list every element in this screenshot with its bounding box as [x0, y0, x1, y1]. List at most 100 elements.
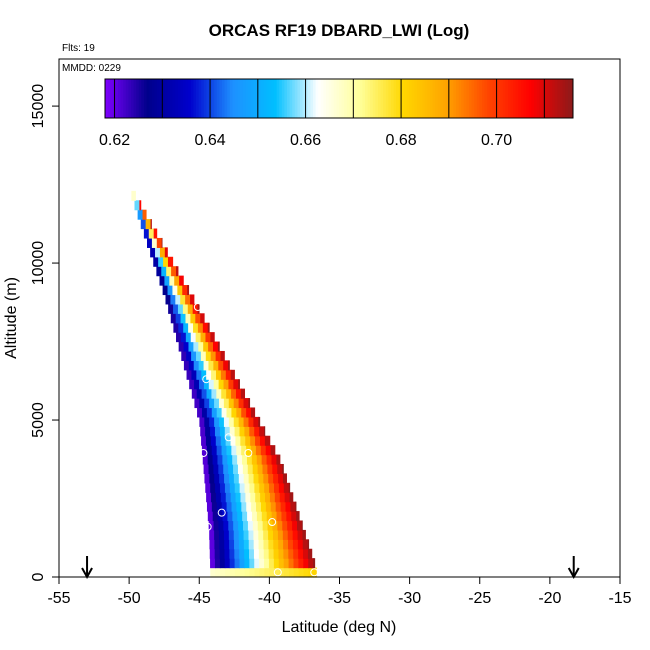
- heat-cell: [259, 426, 265, 437]
- heat-cell: [188, 360, 195, 371]
- colorbar-swatch: [274, 79, 278, 118]
- heat-cell: [209, 416, 215, 427]
- colorbar-swatch: [216, 79, 220, 118]
- colorbar-swatch: [534, 79, 538, 118]
- colorbar-swatch: [378, 79, 382, 118]
- heat-cell: [214, 473, 220, 484]
- heat-cell: [236, 407, 242, 418]
- colorbar-swatch: [323, 79, 327, 118]
- heat-cell: [248, 473, 255, 484]
- heat-cell: [295, 501, 297, 512]
- colorbar-swatch: [357, 79, 361, 118]
- heat-cell: [237, 463, 244, 474]
- heat-cell: [198, 341, 204, 352]
- heat-cell: [242, 511, 248, 522]
- heat-cell: [218, 360, 224, 371]
- colorbar-swatch: [307, 79, 311, 118]
- colorbar-swatch: [549, 79, 553, 118]
- heat-cell: [221, 501, 228, 512]
- heat-cell: [262, 463, 269, 474]
- colorbar-swatch: [120, 79, 124, 118]
- colorbar-swatch: [188, 79, 192, 118]
- heat-cell: [240, 492, 246, 503]
- heat-cell: [134, 200, 140, 211]
- colorbar-swatch: [515, 79, 519, 118]
- colorbar-swatch: [229, 79, 233, 118]
- heat-cell: [277, 463, 283, 474]
- heat-cell: [248, 416, 254, 427]
- heat-cell: [185, 294, 191, 305]
- colorbar-swatch: [469, 79, 473, 118]
- heat-cell: [218, 379, 225, 390]
- heat-cell: [200, 426, 206, 437]
- heat-cell: [216, 407, 223, 418]
- colorbar-swatch: [375, 79, 379, 118]
- heat-cell: [264, 567, 270, 578]
- colorbar-swatch: [505, 79, 509, 118]
- colorbar-swatch: [292, 79, 296, 118]
- heat-cell: [219, 416, 225, 427]
- colorbar-swatch: [141, 79, 145, 118]
- heat-cell: [162, 285, 169, 296]
- heat-cell: [258, 539, 265, 550]
- heat-cell: [187, 303, 194, 314]
- heat-cell: [228, 529, 235, 540]
- heat-cell: [205, 350, 212, 361]
- heat-cell: [181, 350, 187, 361]
- heat-cell: [263, 548, 270, 559]
- heat-cell: [155, 247, 161, 258]
- heat-cell: [210, 332, 215, 343]
- heat-cell: [178, 341, 185, 352]
- heat-cell: [264, 482, 270, 493]
- heat-cell: [235, 388, 242, 399]
- heat-cell: [256, 501, 262, 512]
- heat-cell: [211, 388, 217, 399]
- colorbar-swatch: [198, 79, 202, 118]
- heat-cell: [167, 285, 174, 296]
- heat-cell: [214, 529, 220, 540]
- heat-cell: [239, 426, 246, 437]
- colorbar-swatch: [567, 79, 571, 118]
- heat-cell: [204, 473, 210, 484]
- heat-cell: [170, 294, 176, 305]
- colorbar-swatch: [450, 79, 454, 118]
- heat-cell: [260, 445, 267, 456]
- heat-cell: [197, 322, 204, 333]
- heat-cell: [195, 313, 201, 324]
- heat-cell: [139, 200, 142, 211]
- colorbar-swatch: [560, 79, 564, 118]
- heat-cell: [226, 388, 232, 399]
- colorbar-swatch: [445, 79, 449, 118]
- heat-cell: [233, 379, 239, 390]
- heat-cell: [220, 482, 226, 493]
- heat-cell: [259, 482, 265, 493]
- heat-cell: [142, 209, 147, 220]
- heat-cell: [302, 529, 306, 540]
- heat-cell: [287, 529, 294, 540]
- heat-cell: [158, 256, 164, 267]
- heat-cell: [223, 463, 229, 474]
- heat-cell: [243, 539, 250, 550]
- heat-cell: [235, 435, 241, 446]
- heat-cell: [228, 473, 235, 484]
- colorbar-swatch: [484, 79, 488, 118]
- colorbar-swatch: [456, 79, 460, 118]
- colorbar-swatch: [359, 79, 363, 118]
- heat-cell: [241, 501, 247, 512]
- heat-cell: [210, 435, 217, 446]
- heat-cell: [205, 482, 211, 493]
- heat-cell: [221, 407, 228, 418]
- colorbar: 0.62 0.64 0.66 0.68 0.70: [99, 78, 574, 149]
- heat-cell: [292, 529, 299, 540]
- heat-cell: [287, 520, 293, 531]
- colorbar-swatch: [396, 79, 400, 118]
- heat-cell: [210, 482, 216, 493]
- heat-cell: [263, 529, 269, 540]
- heat-cell: [271, 511, 278, 522]
- heat-cell: [293, 558, 300, 569]
- heat-cell: [298, 558, 304, 569]
- heat-cell: [302, 539, 309, 550]
- colorbar-swatch: [544, 79, 548, 118]
- heat-cell: [206, 369, 212, 380]
- heat-cell: [249, 567, 256, 578]
